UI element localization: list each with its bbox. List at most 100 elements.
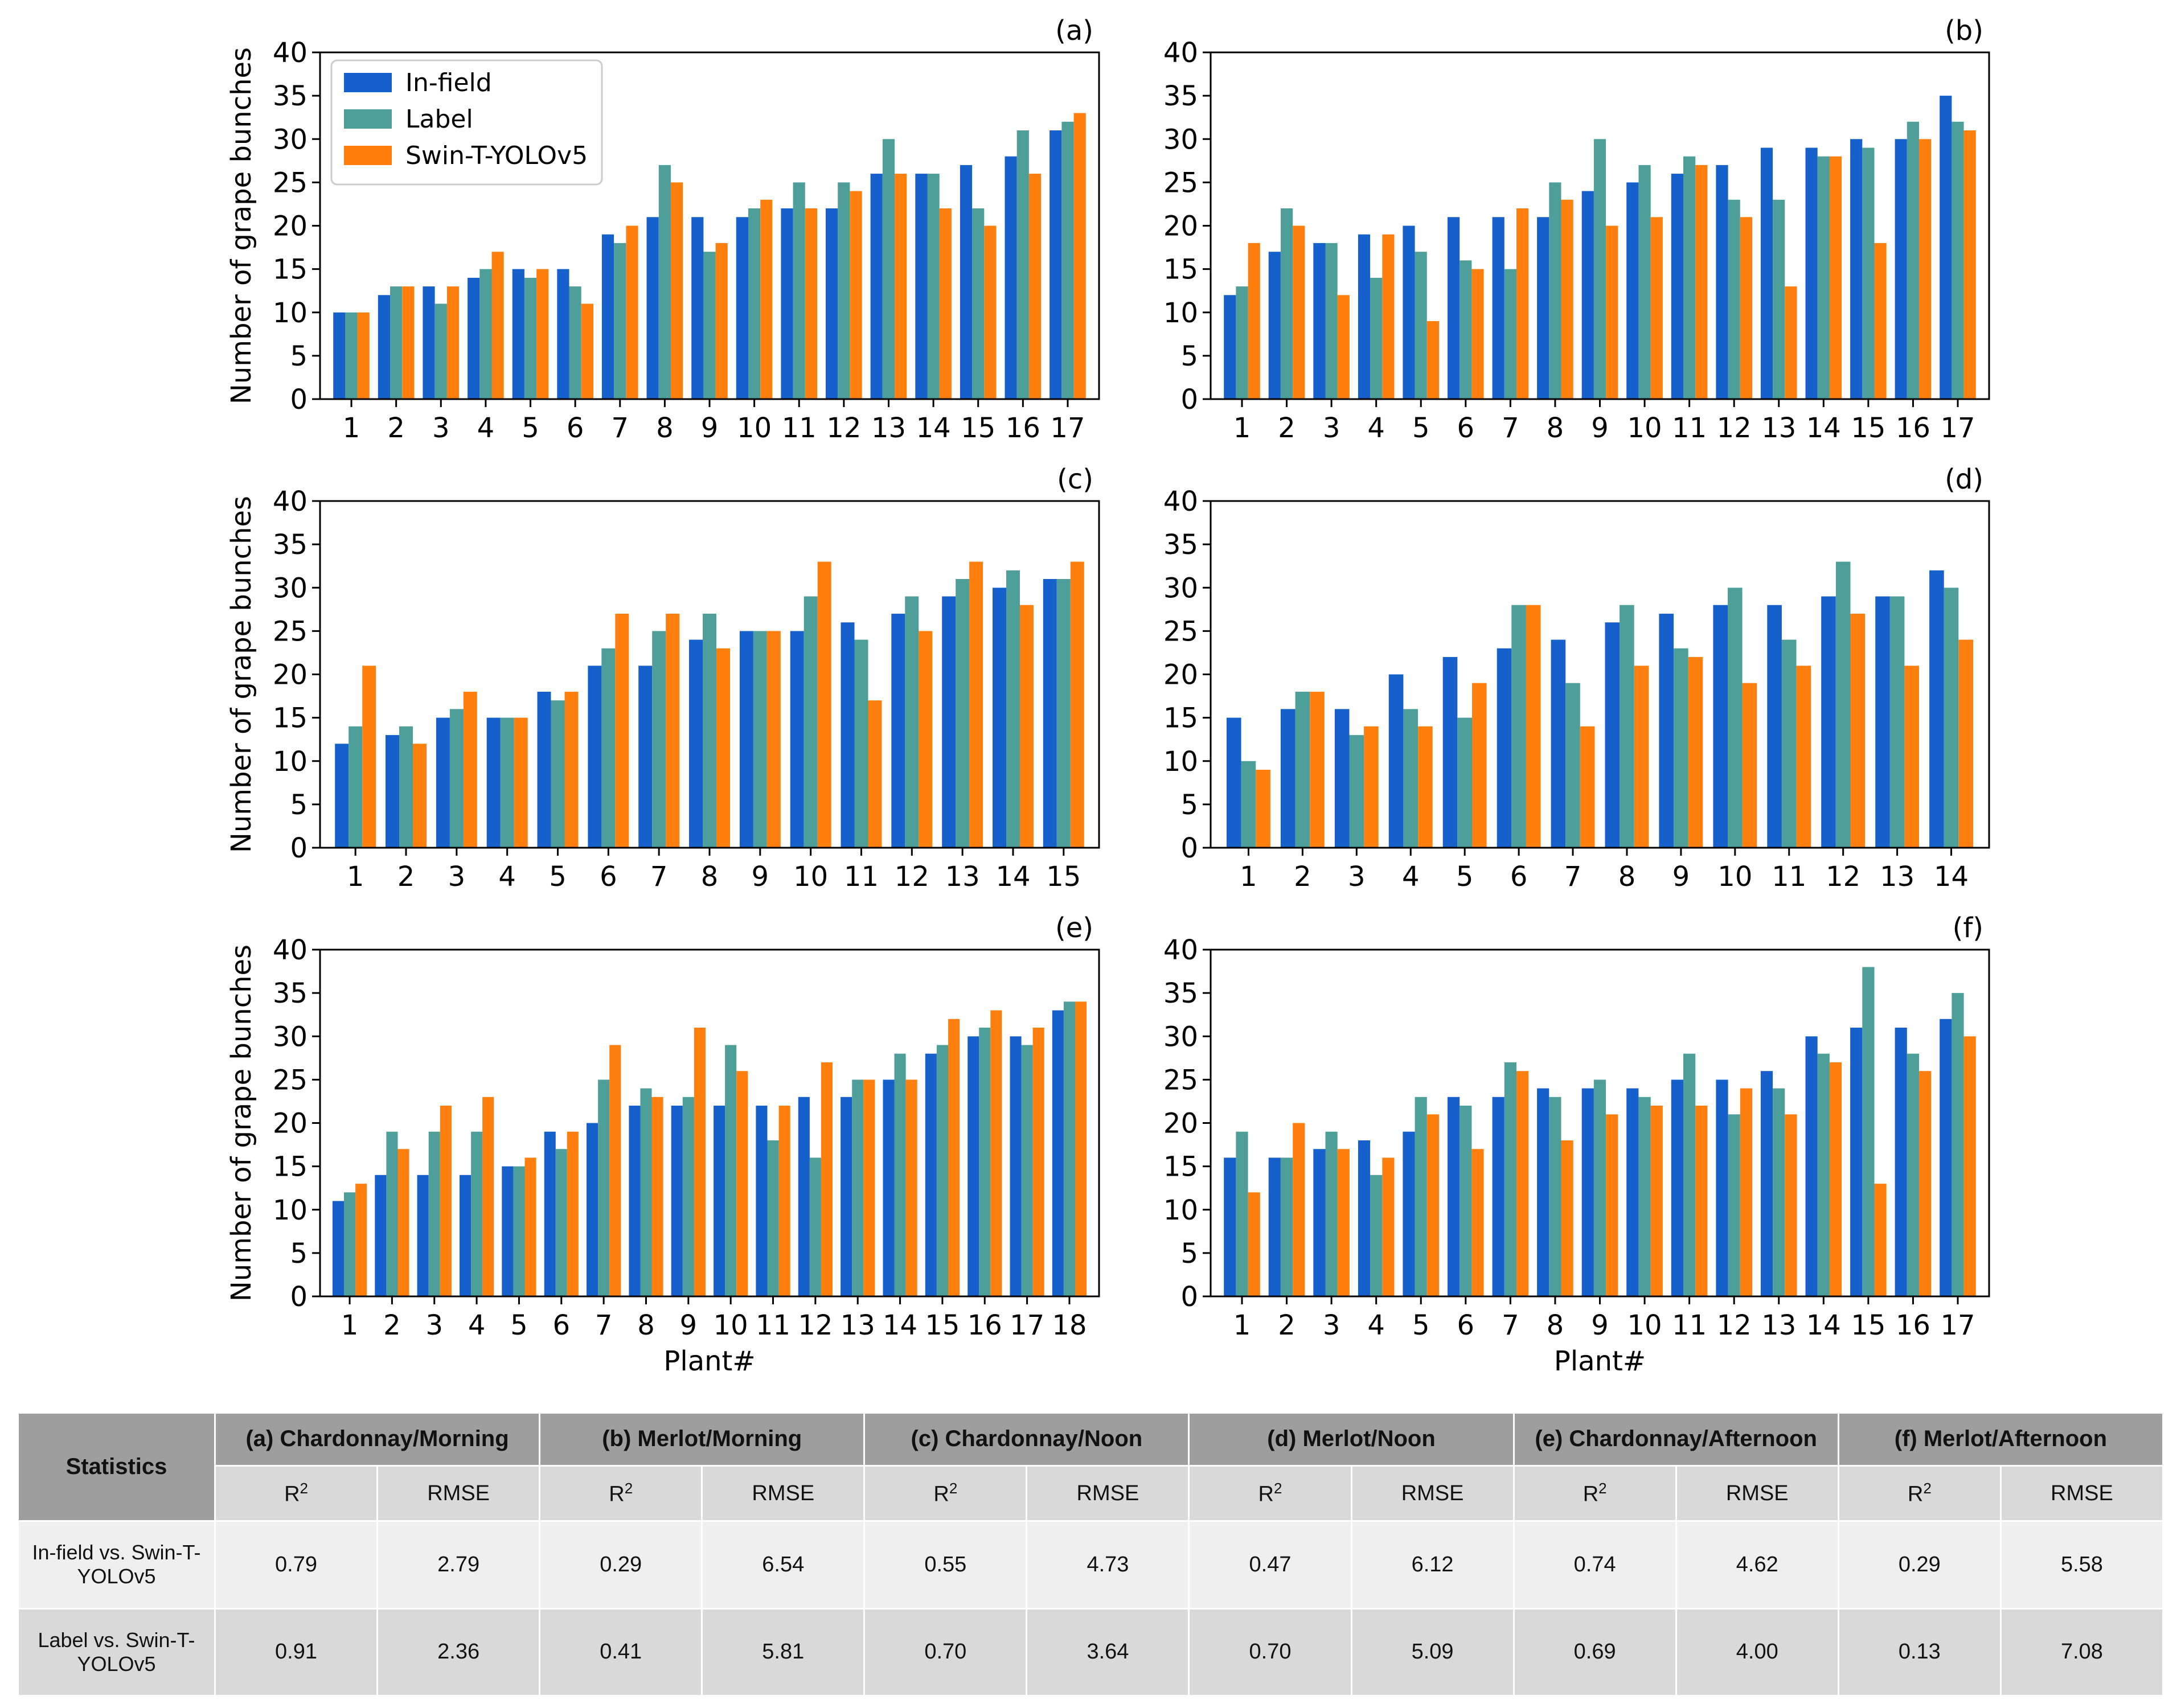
x-tick-label: 6 — [1510, 861, 1528, 893]
x-tick-label: 4 — [1367, 412, 1385, 444]
bar-swin-t-yolov5 — [1364, 726, 1379, 848]
x-tick-label: 1 — [347, 861, 364, 893]
x-tick-label: 1 — [341, 1309, 359, 1341]
table-row-label: Label vs. Swin-T-YOLOv5 — [17, 1607, 216, 1697]
r2-superscript: 2 — [624, 1480, 633, 1497]
x-tick-label: 6 — [567, 412, 584, 444]
y-tick-label: 40 — [1163, 934, 1198, 966]
y-tick-label: 35 — [1163, 978, 1198, 1009]
x-tick-label: 11 — [1772, 861, 1806, 893]
bar-in-field — [1713, 605, 1728, 848]
x-tick-label: 12 — [1717, 1309, 1752, 1341]
bar-in-field — [1940, 1019, 1952, 1296]
bar-swin-t-yolov5 — [1850, 613, 1866, 848]
x-tick-label: 13 — [871, 412, 906, 444]
x-tick-label: 7 — [1502, 412, 1519, 444]
bar-label — [1415, 252, 1427, 399]
y-tick-label: 5 — [290, 340, 308, 372]
r2-superscript: 2 — [1598, 1480, 1607, 1497]
bar-swin-t-yolov5 — [821, 1062, 833, 1296]
y-tick-label: 15 — [273, 254, 308, 286]
x-tick-label: 9 — [680, 1309, 698, 1341]
x-tick-label: 9 — [701, 412, 719, 444]
bar-in-field — [1626, 1088, 1639, 1296]
bar-swin-t-yolov5 — [567, 1131, 579, 1296]
y-tick-label: 35 — [273, 80, 308, 112]
x-tick-label: 12 — [798, 1309, 833, 1341]
r2-header: R2 — [1188, 1464, 1352, 1522]
bar-in-field — [1448, 1097, 1460, 1296]
bar-label — [703, 252, 716, 399]
x-tick-label: 5 — [522, 412, 539, 444]
y-tick-label: 30 — [1163, 572, 1198, 604]
table-group-header: (a) Chardonnay/Morning — [214, 1412, 541, 1467]
y-tick-label: 30 — [273, 1021, 308, 1053]
table-cell: 4.73 — [1026, 1520, 1190, 1610]
bar-swin-t-yolov5 — [1075, 1001, 1087, 1296]
bar-in-field — [1010, 1036, 1022, 1297]
bar-in-field — [1551, 639, 1566, 848]
x-tick-label: 4 — [1402, 861, 1420, 893]
bar-in-field — [436, 717, 450, 848]
bar-in-field — [841, 1097, 852, 1296]
bar-label — [344, 1192, 356, 1296]
bar-label — [1325, 1131, 1338, 1296]
table-cell: 4.00 — [1675, 1607, 1839, 1697]
bar-in-field — [1227, 717, 1241, 848]
panel-label: (d) — [1945, 463, 1983, 495]
x-tick-label: 3 — [448, 861, 466, 893]
table-row-label: In-field vs. Swin-T-YOLOv5 — [17, 1520, 216, 1610]
bar-in-field — [993, 588, 1006, 848]
bar-label — [614, 243, 626, 399]
bar-label — [1370, 1175, 1383, 1296]
y-tick-label: 40 — [273, 934, 308, 966]
bar-swin-t-yolov5 — [1561, 199, 1573, 399]
x-tick-label: 8 — [637, 1309, 655, 1341]
bar-swin-t-yolov5 — [969, 561, 983, 848]
x-tick-label: 2 — [397, 861, 415, 893]
bar-in-field — [798, 1097, 810, 1296]
bar-swin-t-yolov5 — [564, 692, 579, 848]
bar-label — [1549, 182, 1561, 399]
bar-swin-t-yolov5 — [651, 1097, 663, 1296]
bar-swin-t-yolov5 — [778, 1106, 790, 1296]
bar-in-field — [1875, 596, 1890, 848]
x-tick-label: 14 — [1806, 1309, 1841, 1341]
legend-swatch — [344, 73, 392, 92]
bar-swin-t-yolov5 — [984, 225, 997, 399]
y-tick-label: 20 — [273, 1108, 308, 1140]
x-tick-label: 15 — [961, 412, 995, 444]
x-tick-label: 7 — [650, 861, 668, 893]
bar-swin-t-yolov5 — [1516, 208, 1529, 399]
bar-label — [1460, 260, 1472, 399]
bar-swin-t-yolov5 — [1650, 217, 1663, 399]
bar-swin-t-yolov5 — [1874, 1184, 1887, 1296]
bar-label — [1063, 1001, 1075, 1296]
y-tick-label: 0 — [290, 384, 308, 416]
bar-label — [1952, 993, 1964, 1296]
bar-in-field — [386, 735, 399, 848]
bar-in-field — [486, 717, 501, 848]
x-tick-label: 9 — [1672, 861, 1690, 893]
bar-swin-t-yolov5 — [355, 1184, 367, 1296]
x-tick-label: 4 — [468, 1309, 486, 1341]
x-tick-label: 5 — [549, 861, 567, 893]
x-tick-label: 2 — [1278, 412, 1296, 444]
bar-in-field — [870, 174, 883, 399]
table-group-header: (c) Chardonnay/Noon — [863, 1412, 1190, 1467]
bar-swin-t-yolov5 — [609, 1045, 621, 1296]
bar-swin-t-yolov5 — [1561, 1140, 1573, 1296]
bar-in-field — [736, 217, 748, 399]
x-tick-label: 17 — [1050, 412, 1085, 444]
bar-label — [753, 631, 767, 848]
bar-label — [449, 709, 464, 848]
bar-swin-t-yolov5 — [482, 1097, 494, 1296]
x-tick-label: 8 — [1547, 412, 1564, 444]
bar-in-field — [781, 208, 793, 399]
bar-label — [1281, 1157, 1293, 1296]
bar-swin-t-yolov5 — [1382, 234, 1395, 399]
bar-label — [1549, 1097, 1561, 1296]
bar-swin-t-yolov5 — [1740, 217, 1752, 399]
bar-in-field — [1224, 1157, 1236, 1296]
